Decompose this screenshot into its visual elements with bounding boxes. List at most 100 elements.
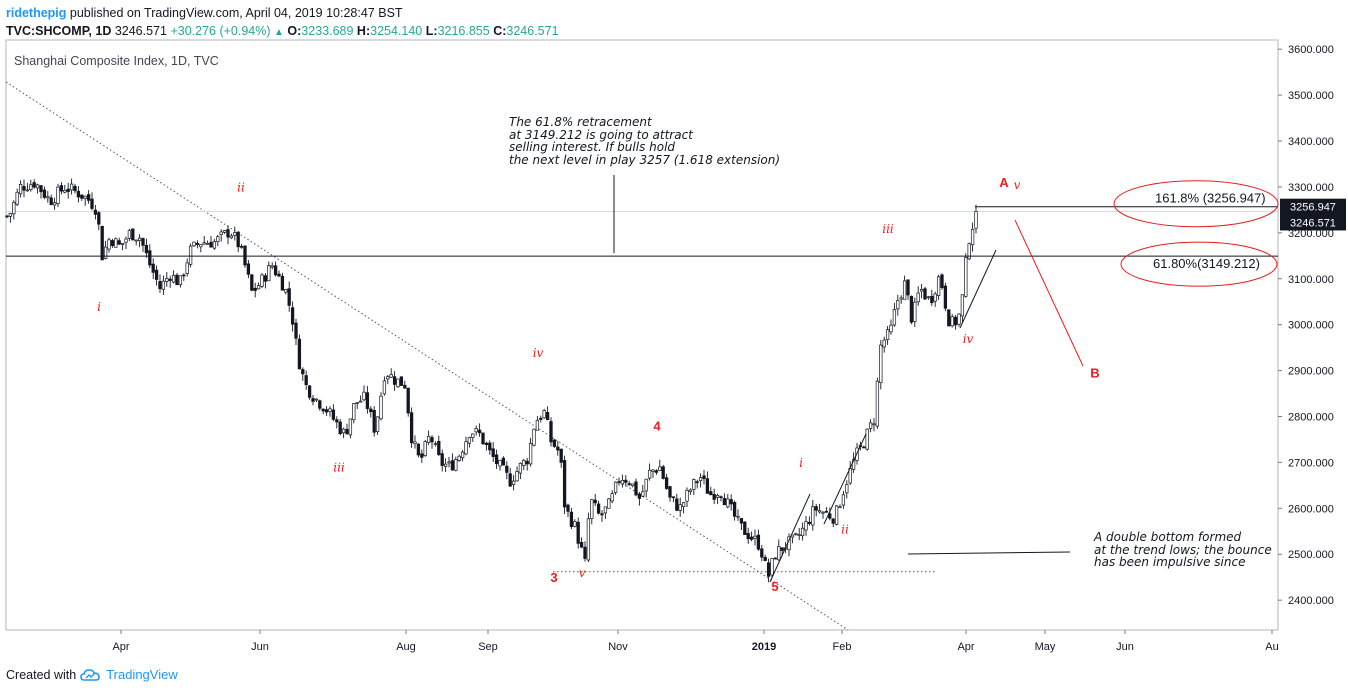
- header: ridethepig published on TradingView.com,…: [6, 4, 559, 42]
- candle: [216, 234, 220, 247]
- candle: [535, 415, 540, 431]
- candle: [158, 274, 162, 293]
- candle: [930, 289, 934, 306]
- wave-label: ii: [841, 523, 849, 537]
- y-tick-label: 3400.000: [1288, 136, 1334, 148]
- candle: [477, 423, 482, 437]
- y-tick-label: 3100.000: [1288, 274, 1334, 286]
- wave-label: 4: [653, 418, 661, 433]
- candle: [311, 394, 315, 406]
- candle: [600, 510, 604, 522]
- candle: [437, 435, 441, 457]
- symbol-label: TVC:SHCOMP, 1D: [6, 24, 112, 38]
- candle: [695, 479, 699, 489]
- candle: [90, 192, 94, 211]
- candle: [229, 233, 234, 239]
- candle: [868, 419, 873, 433]
- candle: [443, 458, 448, 473]
- candle: [22, 179, 26, 198]
- candle: [8, 212, 13, 223]
- candle: [348, 418, 353, 439]
- tradingview-brand[interactable]: TradingView: [106, 667, 178, 682]
- candle: [171, 270, 176, 284]
- candle: [685, 487, 689, 507]
- candle: [256, 282, 261, 290]
- impulse-line-3: [959, 249, 997, 329]
- candle: [528, 437, 533, 467]
- candle: [970, 222, 975, 252]
- candle: [406, 387, 410, 417]
- candle: [634, 478, 638, 497]
- downtrend-line: [5, 81, 849, 631]
- candle: [960, 294, 965, 323]
- candle: [579, 537, 584, 549]
- candle: [25, 182, 30, 192]
- candle: [141, 237, 145, 252]
- candle: [817, 503, 822, 514]
- wave-label: iii: [333, 461, 345, 475]
- wave-label: 3: [550, 570, 557, 585]
- candle: [902, 275, 907, 300]
- candle: [532, 428, 536, 447]
- candle: [515, 466, 519, 482]
- candle: [508, 467, 512, 488]
- candle: [29, 179, 33, 192]
- x-tick-label: Apr: [112, 641, 129, 653]
- candlesticks: [5, 178, 978, 583]
- candle: [35, 183, 40, 194]
- candle: [569, 507, 574, 530]
- candle: [610, 490, 614, 504]
- impulse-line-2: [823, 433, 867, 525]
- high-value: 3254.140: [370, 24, 423, 38]
- candle: [59, 182, 64, 195]
- candle: [933, 291, 937, 307]
- candle: [175, 272, 179, 286]
- wave-label: i: [97, 300, 101, 314]
- candle: [447, 456, 451, 468]
- candle: [15, 188, 19, 206]
- candle: [379, 392, 383, 421]
- candle: [896, 294, 900, 316]
- candle: [491, 442, 495, 462]
- candle: [178, 275, 183, 288]
- candle: [297, 334, 302, 370]
- candle: [236, 231, 240, 253]
- candle: [899, 295, 903, 304]
- candle: [916, 286, 920, 306]
- candle: [430, 435, 434, 449]
- candle: [93, 204, 98, 220]
- candle: [974, 204, 978, 234]
- fib-61-ellipse: [1120, 241, 1278, 287]
- candle: [144, 238, 149, 258]
- candle: [100, 225, 104, 261]
- candle: [658, 459, 662, 471]
- candle: [83, 195, 87, 206]
- x-tick-label: May: [1035, 641, 1056, 653]
- x-tick-label: Nov: [608, 641, 628, 653]
- author-link[interactable]: ridethepig: [6, 6, 67, 20]
- candle: [654, 469, 659, 475]
- low-label: L:: [425, 24, 438, 38]
- candle: [56, 183, 60, 208]
- candle: [620, 474, 625, 488]
- candle: [749, 531, 754, 542]
- candle: [5, 215, 9, 219]
- candle: [185, 258, 189, 277]
- candle: [110, 238, 115, 248]
- wave-label: iv: [533, 346, 544, 360]
- candle: [127, 228, 132, 242]
- candle: [372, 406, 376, 437]
- candle: [416, 443, 421, 458]
- candle: [892, 303, 897, 327]
- candle: [304, 370, 308, 390]
- wave-label: iii: [882, 222, 894, 236]
- candle: [409, 407, 414, 448]
- candle: [736, 509, 740, 521]
- y-tick-label: 2900.000: [1288, 366, 1334, 378]
- candle: [488, 440, 492, 455]
- candle: [630, 483, 635, 488]
- candle: [848, 461, 852, 485]
- change-value: +30.276 (+0.94%): [170, 24, 271, 38]
- candle: [165, 272, 169, 287]
